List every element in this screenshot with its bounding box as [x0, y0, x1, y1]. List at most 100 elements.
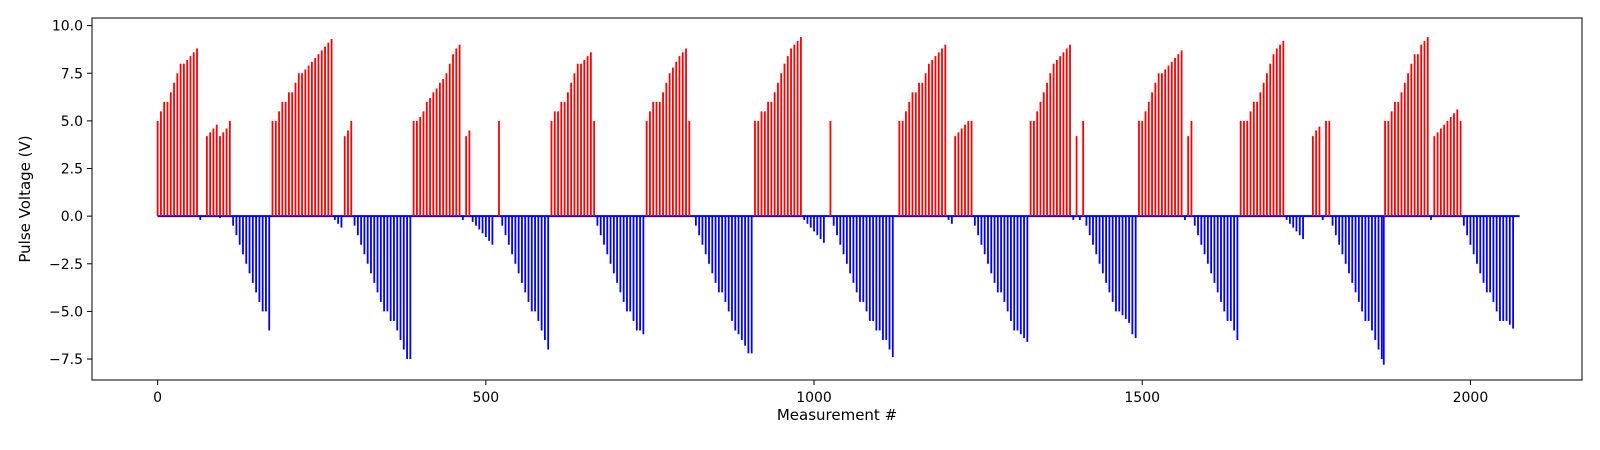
bar [248, 216, 251, 274]
bar [1210, 216, 1213, 274]
bar [291, 92, 294, 217]
bar [658, 101, 661, 217]
bar [1420, 44, 1423, 217]
bar [166, 101, 169, 217]
bar [563, 101, 566, 217]
bar [1410, 63, 1413, 217]
bar [727, 216, 730, 312]
bar [649, 111, 651, 217]
bar [1059, 56, 1062, 217]
bar [242, 216, 244, 255]
bar [927, 63, 930, 217]
bar [1213, 216, 1216, 283]
bar [1151, 92, 1153, 217]
bar [511, 216, 513, 255]
bar [934, 56, 937, 217]
bar [1105, 216, 1108, 283]
bar [255, 216, 257, 293]
bar [1354, 216, 1357, 293]
bar [232, 216, 235, 226]
bar [1489, 216, 1492, 293]
bar [685, 48, 687, 217]
bar [261, 216, 264, 312]
bar [1505, 216, 1508, 321]
bar [1019, 216, 1022, 335]
bar [1118, 216, 1121, 312]
bar [376, 216, 379, 293]
bar [1042, 92, 1045, 217]
bar [576, 63, 579, 217]
bar [1390, 111, 1393, 217]
bar [980, 216, 983, 245]
bar [501, 216, 504, 226]
bar [1134, 216, 1137, 339]
bar [222, 132, 225, 217]
bar [333, 216, 336, 220]
bar [1443, 124, 1446, 217]
bar [1338, 216, 1341, 245]
bar [481, 216, 484, 234]
bar [1233, 216, 1236, 331]
bar [603, 216, 605, 245]
bar [800, 37, 802, 217]
bar [865, 216, 868, 312]
bar [560, 101, 563, 217]
y-axis-ticks: −7.5 −5.0 −2.5 0.0 2.5 5.0 7.5 10.0 [49, 19, 92, 368]
bar [1387, 120, 1390, 217]
bar [652, 101, 655, 217]
bar [1275, 48, 1278, 217]
bar [1154, 82, 1157, 217]
bar [786, 56, 789, 217]
bar [616, 216, 619, 283]
bar [606, 216, 609, 255]
bar [921, 82, 924, 217]
bar [1128, 216, 1130, 323]
bar [1062, 52, 1065, 217]
bar [517, 216, 520, 274]
bar [1085, 216, 1088, 226]
bar [1072, 216, 1075, 220]
bar [964, 124, 966, 217]
bar [360, 216, 363, 245]
bar [681, 52, 684, 217]
bar [389, 216, 392, 321]
bar [1177, 54, 1180, 217]
bar [288, 92, 290, 217]
bar [1492, 216, 1495, 302]
bar [1124, 216, 1127, 320]
bar [1075, 136, 1078, 217]
bar [672, 67, 674, 217]
bar [353, 216, 356, 226]
bar [192, 52, 195, 217]
bar [1351, 216, 1354, 283]
bar [1013, 216, 1016, 331]
bar [1508, 216, 1511, 325]
bar [1374, 216, 1377, 340]
bar [484, 216, 487, 238]
bar [209, 132, 212, 217]
bar [1098, 216, 1101, 264]
bar [1449, 117, 1452, 217]
bar [1413, 54, 1416, 217]
bar [1016, 216, 1019, 331]
bar [1259, 92, 1262, 217]
bar [1039, 101, 1042, 217]
bar [235, 216, 238, 236]
bar [1315, 130, 1318, 217]
bar [612, 216, 615, 274]
bar [731, 216, 733, 321]
bar [219, 136, 221, 217]
bar [570, 82, 573, 217]
bar [914, 92, 917, 217]
bar [307, 65, 310, 217]
bar [491, 216, 494, 245]
y-tick-label: 2.5 [61, 162, 83, 178]
bar [675, 61, 678, 217]
bar [793, 44, 796, 217]
bar [1029, 120, 1032, 217]
bar [721, 216, 724, 293]
bar [534, 216, 536, 312]
bar [219, 216, 221, 219]
bar [448, 63, 451, 217]
bar [1377, 216, 1380, 350]
